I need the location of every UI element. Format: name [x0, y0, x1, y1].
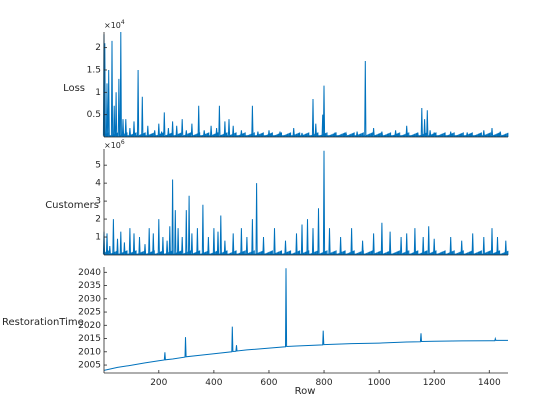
restorationtime-ytick-label: 2015	[78, 334, 101, 344]
restorationtime-xtick-label: 1200	[423, 378, 446, 388]
restorationtime-xtick-label: 1400	[478, 378, 501, 388]
customers-ylabel: Customers	[45, 200, 99, 211]
loss-ytick-label: 2	[95, 43, 101, 53]
customers-ytick-label: 1	[95, 233, 101, 243]
restorationtime-ytick-label: 2040	[78, 268, 101, 278]
restorationtime-xtick-label: 400	[205, 378, 222, 388]
loss-ytick-label: 1.5	[87, 65, 101, 75]
restorationtime-panel: RestorationTime Row 2005 2010 2015 2020 2025…	[2, 267, 508, 397]
restorationtime-ytick-label: 2010	[78, 347, 101, 357]
loss-ytick-label: 0.5	[87, 110, 101, 120]
restorationtime-series-line	[103, 268, 508, 371]
restorationtime-ytick-label: 2035	[78, 281, 101, 291]
customers-ytick-label: 4	[95, 179, 101, 189]
restorationtime-ytick-label: 2020	[78, 321, 101, 331]
loss-exponent: ×104	[104, 19, 125, 30]
row-xlabel: Row	[295, 386, 316, 397]
restorationtime-ylabel: RestorationTime	[2, 317, 84, 328]
customers-panel: Customers ×106 1 2 3 4 5	[45, 139, 509, 256]
loss-ytick-label: 1	[95, 88, 101, 98]
loss-panel: Loss ×104 0.5 1 1.5 2	[63, 19, 509, 138]
restorationtime-xtick-label: 800	[315, 378, 332, 388]
restorationtime-ytick-label: 2030	[78, 294, 101, 304]
customers-ytick-label: 3	[95, 197, 101, 207]
restorationtime-ytick-label: 2005	[78, 361, 101, 371]
customers-exponent: ×106	[104, 139, 125, 150]
customers-ytick-label: 2	[95, 215, 101, 225]
customers-ytick-label: 5	[95, 161, 101, 171]
restorationtime-xtick-label: 600	[260, 378, 277, 388]
loss-ylabel: Loss	[63, 83, 85, 94]
restorationtime-xtick-label: 1000	[368, 378, 391, 388]
restorationtime-ytick-label: 2025	[78, 308, 101, 318]
restorationtime-xtick-label: 200	[150, 378, 167, 388]
